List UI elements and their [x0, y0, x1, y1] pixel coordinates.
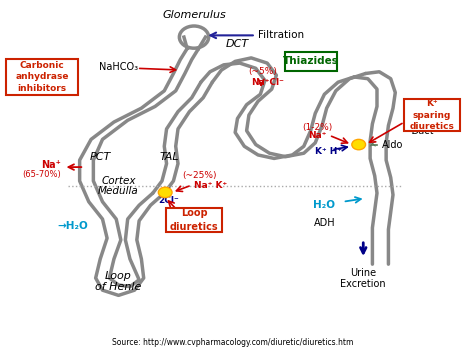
Text: TAL: TAL	[159, 152, 179, 162]
Text: H₂O: H₂O	[313, 200, 336, 210]
Text: Urine
Excretion: Urine Excretion	[340, 268, 386, 289]
Circle shape	[352, 140, 365, 150]
Text: Aldo: Aldo	[382, 140, 403, 149]
Text: (65-70%): (65-70%)	[23, 170, 61, 179]
Text: PCT: PCT	[90, 152, 111, 162]
Text: NaHCO₃: NaHCO₃	[99, 61, 138, 72]
Text: Loop
diuretics: Loop diuretics	[170, 208, 219, 231]
FancyBboxPatch shape	[6, 59, 78, 95]
Text: Loop
of Henle: Loop of Henle	[95, 271, 142, 292]
Text: Na⁺: Na⁺	[308, 131, 327, 140]
Circle shape	[158, 187, 172, 198]
Text: (~5%): (~5%)	[248, 67, 277, 76]
Text: (~25%): (~25%)	[182, 171, 217, 180]
Text: K⁺
sparing
diuretics: K⁺ sparing diuretics	[410, 99, 454, 131]
FancyBboxPatch shape	[284, 52, 337, 71]
Text: ×: ×	[368, 140, 377, 149]
Text: K⁺ H⁺: K⁺ H⁺	[316, 147, 342, 156]
Text: Na⁺Cl⁻: Na⁺Cl⁻	[251, 78, 283, 87]
Text: 2Cl⁻: 2Cl⁻	[158, 196, 179, 204]
Text: DCT: DCT	[226, 39, 249, 49]
Text: Cortex: Cortex	[101, 176, 136, 186]
Text: (1-2%): (1-2%)	[302, 123, 333, 132]
Text: Carbonic
anhydrase
inhibitors: Carbonic anhydrase inhibitors	[15, 61, 69, 93]
Text: Collecting
Duct: Collecting Duct	[411, 115, 460, 136]
Text: Na⁺: Na⁺	[41, 160, 61, 170]
Text: →H₂O: →H₂O	[57, 221, 88, 231]
FancyBboxPatch shape	[403, 99, 460, 131]
Text: Source: http://www.cvpharmacology.com/diuretic/diuretics.htm: Source: http://www.cvpharmacology.com/di…	[112, 338, 354, 347]
Text: ADH: ADH	[314, 218, 335, 228]
Text: Glomerulus: Glomerulus	[162, 10, 226, 20]
FancyBboxPatch shape	[165, 208, 222, 232]
Text: Thiazides: Thiazides	[283, 56, 338, 66]
Text: Medulla: Medulla	[98, 186, 139, 196]
Text: Na⁺ K⁺: Na⁺ K⁺	[194, 181, 227, 190]
Text: Filtration: Filtration	[258, 31, 304, 40]
